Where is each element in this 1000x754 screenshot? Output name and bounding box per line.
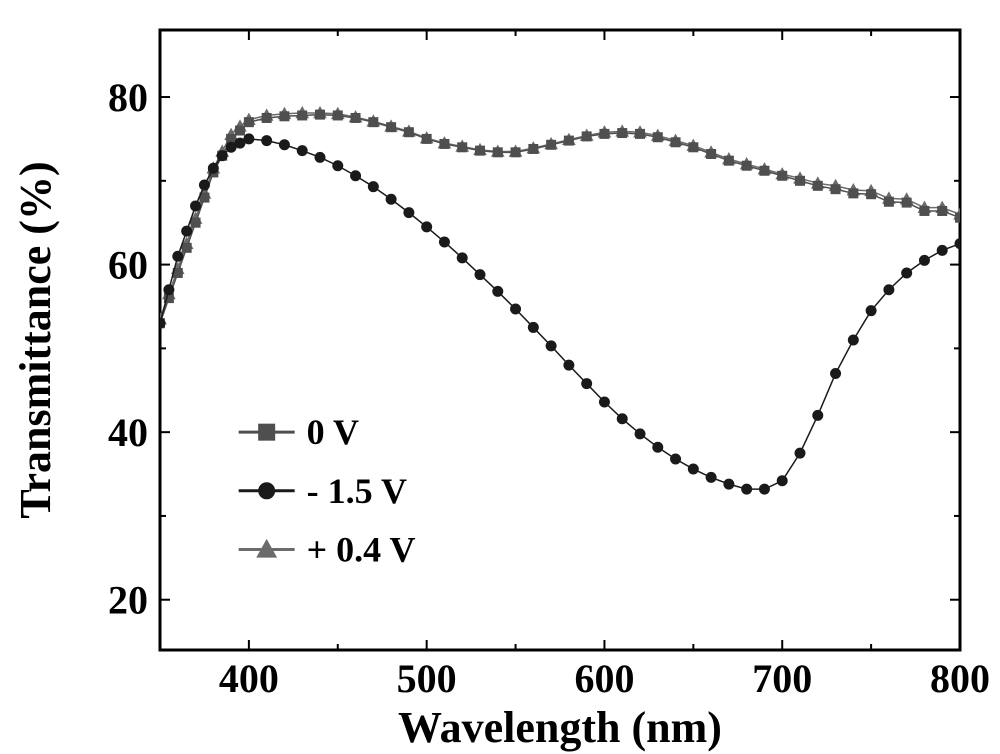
chart-svg: 400 500 600 700 800 20 40 60 80 Wavelength (nm) Tr… [0, 0, 1000, 754]
x-tick-label: 400 [219, 656, 279, 701]
transmittance-chart: 400 500 600 700 800 20 40 60 80 Wavelength (nm) Tr… [0, 0, 1000, 754]
y-tick-label: 40 [108, 410, 148, 455]
y-tick-label: 20 [108, 578, 148, 623]
legend-label: 0 V [307, 412, 359, 452]
y-tick-label: 60 [108, 243, 148, 288]
x-tick-label: 800 [930, 656, 990, 701]
legend-label: - 1.5 V [307, 471, 407, 511]
x-tick-label: 500 [397, 656, 457, 701]
x-axis-label: Wavelength (nm) [398, 703, 722, 752]
legend-label: + 0.4 V [307, 529, 416, 569]
y-tick-label: 80 [108, 75, 148, 120]
x-tick-label: 700 [752, 656, 812, 701]
y-axis-label: Transmittance (%) [11, 161, 60, 518]
x-tick-label: 600 [574, 656, 634, 701]
